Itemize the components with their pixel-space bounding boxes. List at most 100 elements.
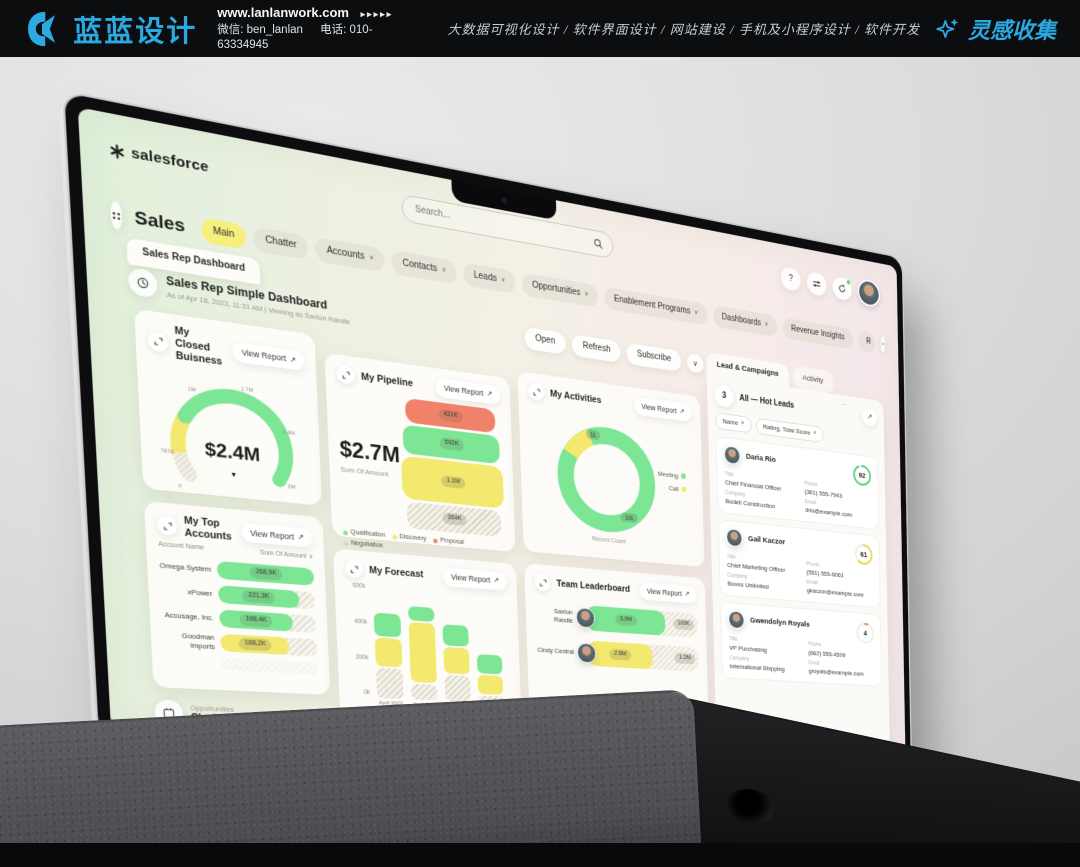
- chevron-down-icon: ∨: [692, 358, 698, 368]
- expand-button[interactable]: [527, 382, 545, 402]
- avatar: [723, 445, 741, 465]
- nav-tab-revenue-insights[interactable]: Revenue Insights: [782, 316, 853, 350]
- card-title: My Top Accounts: [183, 514, 232, 543]
- card-my-pipeline: My Pipeline View Report ↗ $2.7M Sum Of Am…: [324, 352, 516, 553]
- view-report-button[interactable]: View Report ↗: [240, 522, 313, 549]
- expand-button[interactable]: [147, 330, 169, 353]
- bar-value: 2.8M: [609, 648, 632, 661]
- top-icon-cluster: ?: [780, 263, 881, 309]
- nav-tab-leads[interactable]: Leads ∨: [463, 262, 516, 295]
- settings-sliders-button[interactable]: [806, 270, 827, 297]
- avatar: [726, 528, 743, 548]
- score-value: 4: [864, 630, 868, 638]
- view-report-button[interactable]: View Report ↗: [639, 582, 697, 604]
- lanlan-brand: 蓝蓝设计 www.lanlanwork.com ▸▸▸▸▸ 微信: ben_la…: [24, 5, 434, 52]
- expand-button[interactable]: [344, 559, 364, 580]
- chevron-down-icon: ∨: [764, 321, 769, 328]
- nav-tab-chatter[interactable]: Chatter: [253, 226, 309, 261]
- column-2: My Pipeline View Report ↗ $2.7M Sum Of Am…: [324, 352, 523, 740]
- gauge-value: $2.4M: [204, 438, 260, 466]
- expand-button[interactable]: [534, 573, 552, 592]
- bar-tail-value: 1.2M: [674, 652, 696, 665]
- nav-tab-accounts[interactable]: Accounts ∨: [315, 236, 386, 273]
- sliders-icon: [812, 278, 821, 289]
- svg-text:0: 0: [178, 483, 182, 490]
- chevron-down-icon: ∨: [584, 290, 589, 298]
- contact-card[interactable]: Daria Rio 92 Title Chief Financial Of: [715, 435, 880, 530]
- card-my-top-accounts: My Top Accounts View Report ↗ Account Nam…: [143, 500, 331, 695]
- search-icon[interactable]: [593, 238, 603, 250]
- contact-card[interactable]: Gwendolyn Royals 4 Title VP Purchasin: [720, 601, 883, 687]
- grid-dots-icon: [112, 211, 121, 220]
- axis-label: Account Name: [158, 541, 205, 552]
- arrow-up-right-icon: ↗: [289, 354, 297, 365]
- nav-tab-contacts[interactable]: Contacts ∨: [391, 249, 458, 285]
- bar-column: [407, 605, 438, 701]
- filter-rating-total-score[interactable]: Rating, Total Score ∨: [755, 417, 824, 443]
- desk-edge: [0, 843, 1080, 867]
- svg-text:Call: Call: [669, 484, 679, 492]
- score-value: 92: [859, 472, 866, 481]
- bar-row: Omega System 268,9K: [159, 556, 315, 586]
- nav-tab-dashboards[interactable]: Dashboards ∨: [712, 304, 778, 338]
- phone-contact: 电话: 010-63334945: [217, 24, 373, 51]
- filter-name[interactable]: Name ∨: [715, 412, 752, 434]
- stacked-bar-chart: 600k 400k 200k 0k: [345, 582, 511, 704]
- collapse-button[interactable]: ∨: [686, 353, 704, 374]
- nav-scroll-next-button[interactable]: ›: [880, 335, 886, 354]
- open-list-button[interactable]: ↗: [862, 407, 878, 427]
- dashboard-clock-icon: [127, 267, 158, 299]
- refresh-button[interactable]: Refresh: [571, 334, 622, 363]
- brand-contact: www.lanlanwork.com ▸▸▸▸▸ 微信: ben_lanlan …: [217, 5, 433, 52]
- app-launcher-button[interactable]: [109, 200, 123, 231]
- gauge-chart: 0 787K 1M 1.7M 2.4M 5M $2.4M ▼: [149, 363, 311, 514]
- refresh-notifications-button[interactable]: [832, 275, 852, 302]
- dashboard-screen: salesforce ?: [77, 107, 906, 755]
- contact-card[interactable]: Gail Kaczor 61 Title Chief Marketing: [717, 519, 881, 609]
- salesforce-logo: salesforce: [109, 141, 209, 178]
- nav-tab-main[interactable]: Main: [200, 216, 247, 250]
- legend-dot: [433, 538, 438, 543]
- nav-tab-opportunities[interactable]: Opportunities ∨: [521, 272, 599, 308]
- bar-value: 1.1M: [441, 475, 466, 490]
- chevron-down-icon: ∨: [813, 430, 817, 436]
- bar-value: 421K: [438, 408, 464, 423]
- bar-tail-value: 100K: [672, 618, 695, 631]
- nav-tab-overflow[interactable]: R: [857, 329, 876, 354]
- subscribe-button[interactable]: Subscribe: [626, 342, 682, 372]
- view-report-button[interactable]: View Report ↗: [232, 342, 305, 372]
- bar-value: 198,4K: [239, 613, 273, 628]
- bar-row: Accusage, Inc. 198,4K: [161, 606, 317, 634]
- open-button[interactable]: Open: [524, 326, 567, 355]
- wechat-contact: 微信: ben_lanlan: [217, 24, 303, 37]
- slice-value: 101: [625, 515, 634, 521]
- svg-text:2.4M: 2.4M: [282, 429, 294, 436]
- bar-value: 592K: [439, 437, 465, 452]
- pipeline-total: $2.7M: [339, 436, 401, 468]
- expand-button[interactable]: [336, 364, 356, 386]
- bar-value: 3.9M: [615, 614, 637, 627]
- lanlan-logo-icon: [28, 11, 56, 46]
- refresh-icon: [838, 283, 846, 294]
- inspiration-collect: 灵感收集: [934, 13, 1056, 45]
- arrow-up-right-icon: ↗: [684, 590, 690, 598]
- legend-dot: [343, 541, 349, 547]
- user-avatar[interactable]: [857, 278, 881, 309]
- sort-dropdown[interactable]: Sum Of Amount ∨: [259, 549, 314, 561]
- sparkle-star-icon: [936, 17, 959, 38]
- notification-dot: [846, 278, 851, 286]
- help-button[interactable]: ?: [780, 265, 801, 292]
- chevron-right-icon: ›: [881, 339, 884, 349]
- funnel-bar: 1.1M: [400, 455, 505, 509]
- svg-text:5M: 5M: [288, 484, 296, 491]
- axis-label: Record Count: [592, 535, 627, 545]
- arrows-decoration: ▸▸▸▸▸: [360, 9, 394, 19]
- nav-tab-enablement-programs[interactable]: Enablement Programs ∨: [604, 286, 708, 326]
- lead-panel: Lead & Campaigns Activity 3 All — Hot Le…: [706, 351, 890, 754]
- expand-button[interactable]: [156, 515, 178, 537]
- view-report-button[interactable]: View Report ↗: [442, 567, 507, 591]
- arrow-up-right-icon: ↗: [679, 407, 685, 416]
- more-menu-icon[interactable]: ···: [841, 399, 848, 409]
- brand-name: 蓝蓝设计: [73, 15, 198, 48]
